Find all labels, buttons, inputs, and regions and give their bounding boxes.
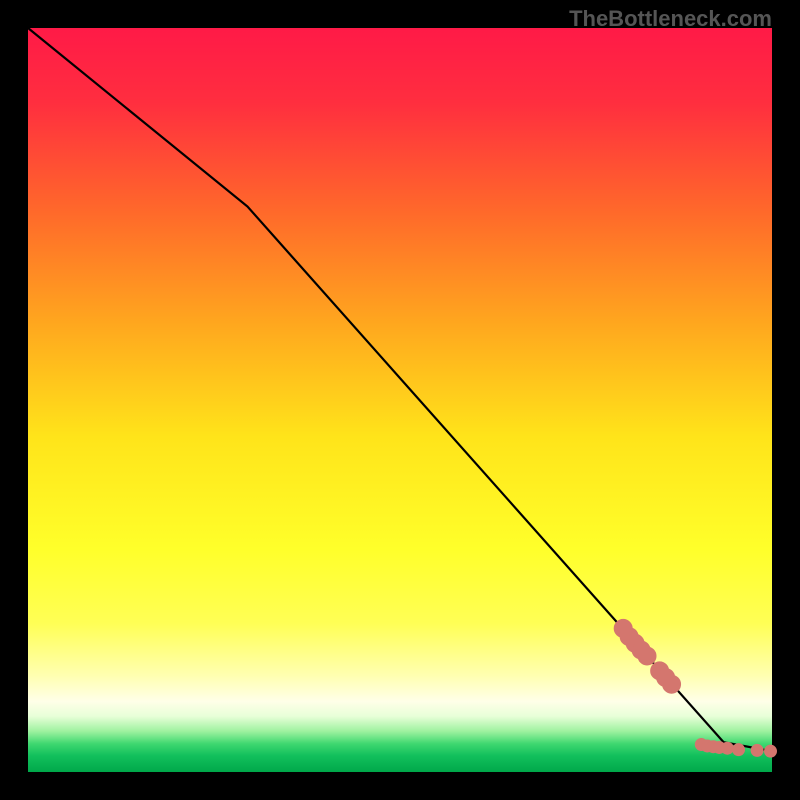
scatter-point [638, 647, 656, 665]
chart-frame: TheBottleneck.com [0, 0, 800, 800]
scatter-group [614, 619, 776, 757]
chart-overlay-svg [0, 0, 800, 800]
watermark-text: TheBottleneck.com [569, 6, 772, 32]
scatter-point [751, 744, 763, 756]
performance-curve [28, 28, 772, 751]
scatter-point [765, 745, 777, 757]
scatter-point [733, 744, 745, 756]
scatter-point [663, 675, 681, 693]
scatter-point [721, 742, 733, 754]
